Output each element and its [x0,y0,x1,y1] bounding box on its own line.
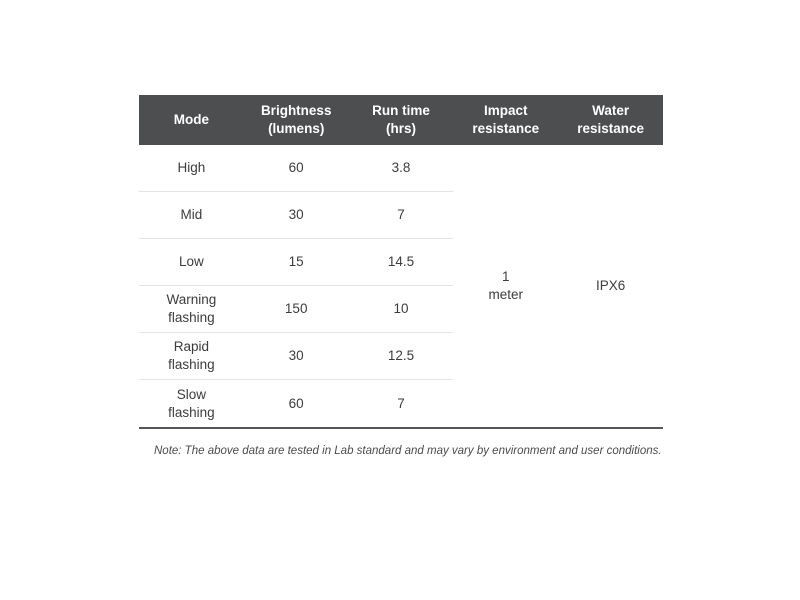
cell-brightness: 30 [243,192,349,239]
merged-cell-impact-resistance: 1 meter [488,269,524,302]
cell-brightness: 60 [243,145,349,192]
cell-brightness: 60 [288,395,304,411]
cell-mode: Warning flashing [139,286,244,333]
cell-mode: High [139,145,244,192]
cell-mode: Rapid flashing [139,333,244,380]
cell-brightness: 30 [243,333,349,380]
cell-run-time: 3.8 [348,145,454,192]
cell-mode: Mid [139,192,244,239]
header-cell-impact-resistance: Impact resistance [453,95,559,145]
header-cell-mode: Mode [139,95,244,145]
cell-mode: Low [139,239,244,286]
cell-run-time: 14.5 [348,239,454,286]
header-cell-run-time: Run time (hrs) [348,95,454,145]
merged-cell-water-resistance: IPX6 [595,278,626,294]
cell-run-time: 12.5 [348,333,454,380]
spec-table: Mode Brightness (lumens) Run time (hrs) … [139,95,663,429]
cell-run-time: 7 [397,395,405,411]
cell-mode: Slow flashing [168,386,215,420]
header-cell-water-resistance: Water resistance [558,95,663,145]
cell-brightness: 150 [243,286,349,333]
cell-brightness: 15 [243,239,349,286]
table-note: Note: The above data are tested in Lab s… [154,445,662,457]
cell-run-time: 7 [348,192,454,239]
cell-run-time: 10 [348,286,454,333]
header-cell-brightness: Brightness (lumens) [243,95,349,145]
